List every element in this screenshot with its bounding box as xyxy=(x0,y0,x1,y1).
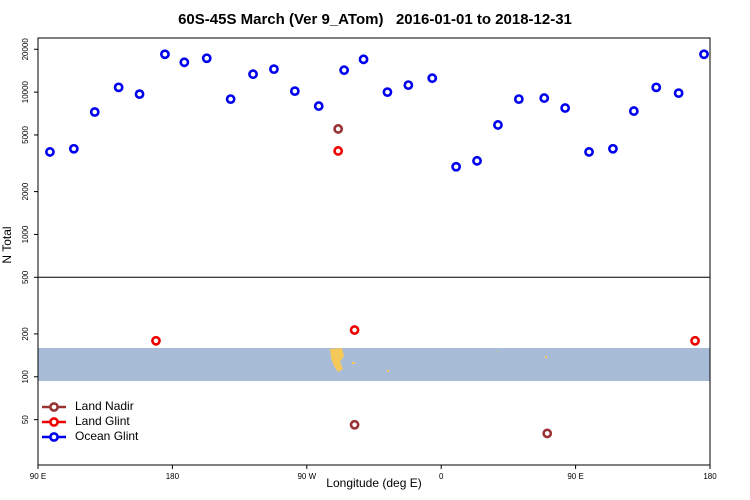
x-axis-label: Longitude (deg E) xyxy=(326,476,421,490)
point xyxy=(201,53,212,64)
y-tick-label: 200 xyxy=(21,327,30,341)
y-tick-label: 5000 xyxy=(21,126,30,144)
point xyxy=(699,49,709,60)
x-tick-label: 90 W xyxy=(297,472,316,481)
point xyxy=(339,65,350,76)
point xyxy=(493,120,503,130)
point xyxy=(560,103,571,113)
point xyxy=(584,147,594,157)
legend-label: Ocean Glint xyxy=(75,429,139,443)
land-shape xyxy=(330,348,344,372)
x-tick-label: 90 E xyxy=(30,472,46,481)
y-tick-label: 1000 xyxy=(21,225,30,243)
x-tick-label: 180 xyxy=(703,472,717,481)
point xyxy=(472,155,482,166)
plot-frame xyxy=(37,37,711,466)
point xyxy=(313,101,324,111)
point xyxy=(89,107,100,117)
point xyxy=(349,325,360,335)
y-tick-label: 10000 xyxy=(21,80,30,103)
legend-label: Land Nadir xyxy=(75,399,134,413)
point xyxy=(248,69,258,80)
y-tick-label: 100 xyxy=(21,370,30,384)
point xyxy=(68,143,79,154)
point xyxy=(690,335,700,346)
legend-marker xyxy=(49,417,59,427)
y-tick-label: 20000 xyxy=(21,38,30,61)
point xyxy=(134,89,145,100)
point xyxy=(628,106,639,116)
y-tick-label: 50 xyxy=(21,415,30,424)
y-tick-label: 500 xyxy=(21,270,30,284)
chart-title: 60S-45S March (Ver 9_ATom) 2016-01-01 to… xyxy=(178,11,572,28)
point xyxy=(358,54,369,65)
x-tick-label: 180 xyxy=(166,472,180,481)
point xyxy=(542,428,553,439)
point xyxy=(513,94,524,105)
x-tick-label: 0 xyxy=(439,472,444,481)
point xyxy=(539,93,550,103)
ocean-band xyxy=(38,348,710,381)
land-shape xyxy=(352,362,355,364)
point xyxy=(427,73,438,84)
land-shape xyxy=(387,370,389,372)
point xyxy=(333,146,344,156)
point xyxy=(333,124,344,134)
point xyxy=(608,143,618,154)
point xyxy=(403,80,414,91)
legend-label: Land Glint xyxy=(75,414,130,428)
point xyxy=(160,49,170,60)
point xyxy=(179,57,190,68)
land-shape xyxy=(545,356,547,358)
point xyxy=(113,82,124,93)
legend-marker xyxy=(49,402,59,412)
point xyxy=(673,88,684,99)
point xyxy=(269,64,279,75)
map-strip xyxy=(38,348,710,381)
land-shape xyxy=(498,351,499,352)
point xyxy=(225,94,236,105)
point xyxy=(651,82,662,93)
point xyxy=(451,161,462,172)
x-tick-label: 90 E xyxy=(567,472,583,481)
point xyxy=(289,86,300,97)
point xyxy=(349,419,360,430)
legend-marker xyxy=(49,432,59,442)
point xyxy=(151,335,161,346)
y-axis-label: N Total xyxy=(0,226,14,263)
point xyxy=(382,87,393,98)
y-tick-label: 2000 xyxy=(21,182,30,200)
point xyxy=(45,147,55,157)
